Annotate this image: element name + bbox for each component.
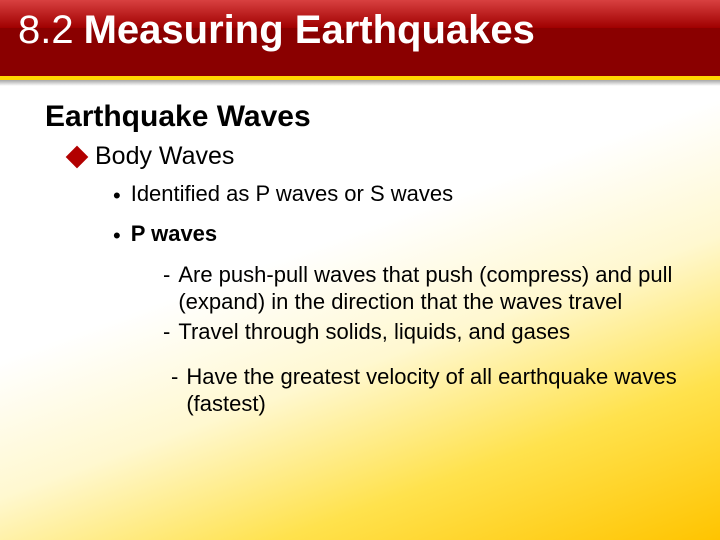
bullet-level2: • P waves xyxy=(113,221,700,249)
slide-header: 8.2 Measuring Earthquakes xyxy=(0,0,720,80)
dash-bullet-icon: - xyxy=(171,364,178,391)
slide: 8.2 Measuring Earthquakes Earthquake Wav… xyxy=(0,0,720,540)
slide-content: Earthquake Waves Body Waves • Identified… xyxy=(45,100,700,422)
bullet-level3: - Are push-pull waves that push (compres… xyxy=(163,262,700,316)
dot-bullet-icon: • xyxy=(113,183,121,209)
l3-text: Travel through solids, liquids, and gase… xyxy=(178,319,570,346)
bullet-level3: - Travel through solids, liquids, and ga… xyxy=(163,319,700,346)
l3-text: Have the greatest velocity of all earthq… xyxy=(186,364,700,418)
content-subtitle: Earthquake Waves xyxy=(45,100,700,134)
dash-bullet-icon: - xyxy=(163,262,170,289)
bullet-level2: • Identified as P waves or S waves xyxy=(113,181,700,209)
bullet-level3: - Have the greatest velocity of all eart… xyxy=(171,364,700,418)
bullet-level1: Body Waves xyxy=(69,142,700,171)
dot-bullet-icon: • xyxy=(113,223,121,249)
diamond-bullet-icon xyxy=(66,145,89,168)
l2-text: Identified as P waves or S waves xyxy=(131,181,453,207)
title-text: Measuring Earthquakes xyxy=(84,8,535,53)
l3-text: Are push-pull waves that push (compress)… xyxy=(178,262,700,316)
l1-text: Body Waves xyxy=(95,142,234,171)
section-number: 8.2 xyxy=(18,8,74,53)
slide-title: 8.2 Measuring Earthquakes xyxy=(18,8,535,53)
l2-text-bold: P waves xyxy=(131,221,217,247)
dash-bullet-icon: - xyxy=(163,319,170,346)
